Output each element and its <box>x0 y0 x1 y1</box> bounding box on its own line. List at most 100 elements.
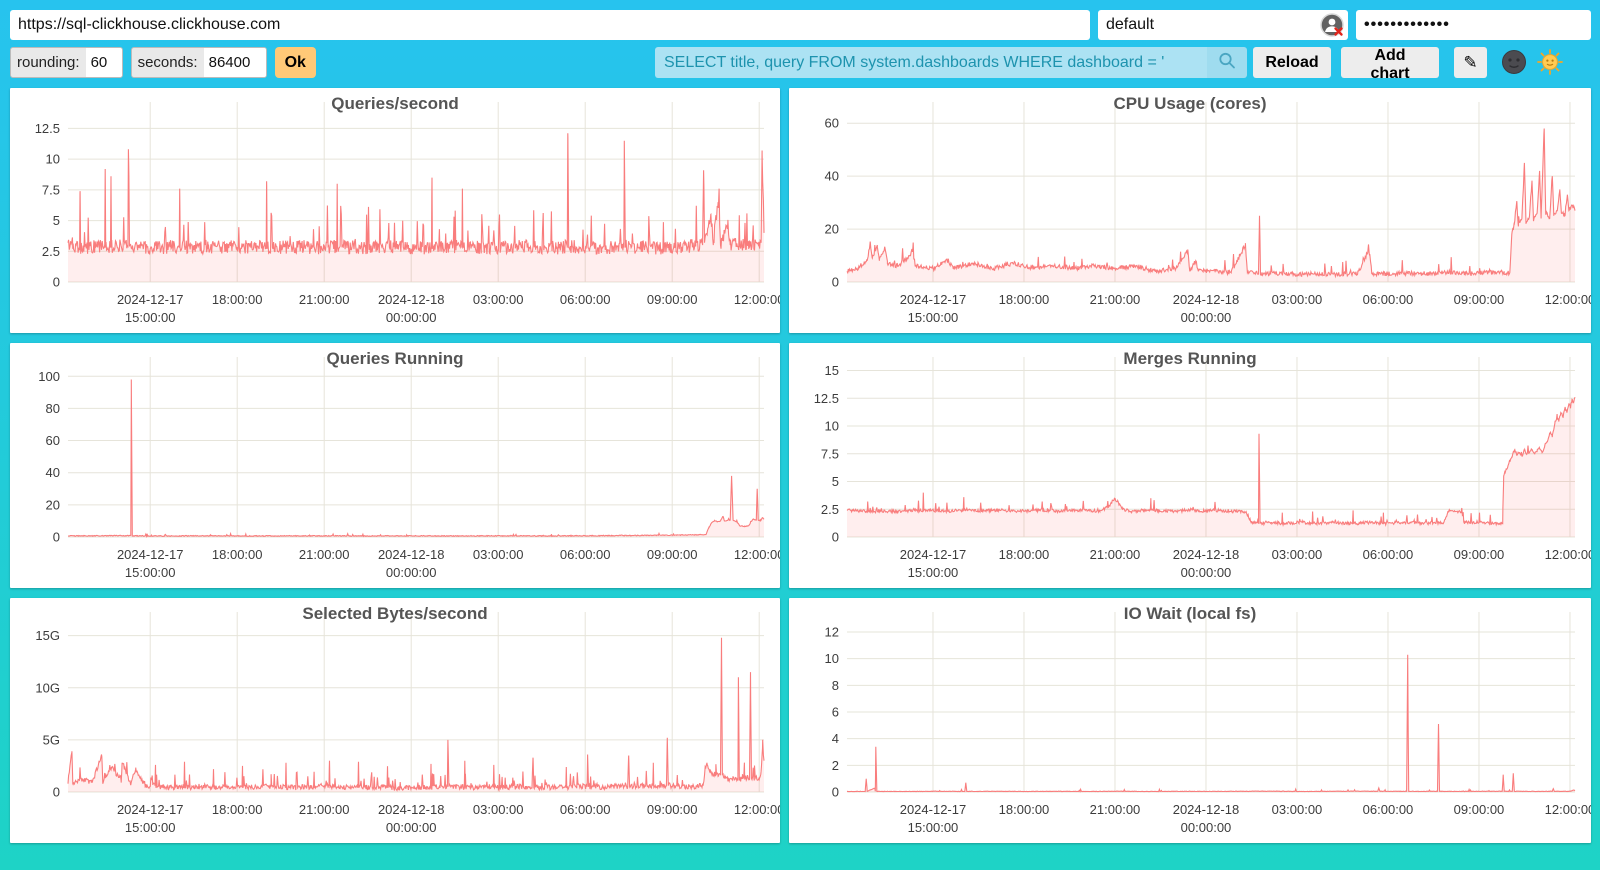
svg-text:09:00:00: 09:00:00 <box>647 292 698 307</box>
svg-text:00:00:00: 00:00:00 <box>1181 820 1232 835</box>
password-input[interactable] <box>1356 10 1591 40</box>
svg-text:18:00:00: 18:00:00 <box>999 802 1050 817</box>
svg-text:10G: 10G <box>35 680 60 695</box>
svg-text:15:00:00: 15:00:00 <box>908 310 959 325</box>
top-bar: rounding: seconds: Ok Reload Add ch <box>0 0 1600 82</box>
svg-text:12:00:00: 12:00:00 <box>1545 802 1591 817</box>
svg-text:2024-12-17: 2024-12-17 <box>117 292 184 307</box>
edit-charts-button[interactable]: ✎ <box>1454 47 1487 78</box>
user-field-wrap <box>1098 10 1348 40</box>
svg-text:60: 60 <box>825 116 839 131</box>
svg-text:5: 5 <box>53 213 60 228</box>
svg-text:00:00:00: 00:00:00 <box>1181 565 1232 580</box>
chart-card-merges-running: Merges Running 0 2.5 5 7.5 10 12.5 15 2024-12-1… <box>789 343 1595 588</box>
svg-text:12:00:00: 12:00:00 <box>1545 292 1591 307</box>
params-group: rounding: seconds: Ok <box>10 47 316 78</box>
svg-text:21:00:00: 21:00:00 <box>1090 802 1141 817</box>
svg-text:2.5: 2.5 <box>821 502 839 517</box>
svg-text:0: 0 <box>832 275 839 290</box>
svg-text:03:00:00: 03:00:00 <box>473 802 524 817</box>
svg-text:0: 0 <box>53 530 60 545</box>
rounding-field: rounding: <box>10 47 123 78</box>
chart-plot[interactable]: 0 2.5 5 7.5 10 12.5 2024-12-17 15:00:00 18:00:00… <box>10 88 785 333</box>
svg-text:21:00:00: 21:00:00 <box>1090 547 1141 562</box>
svg-text:10: 10 <box>46 152 60 167</box>
dashboard-grid: Queries/second 0 2.5 5 7.5 10 12.5 2024-12-17 1… <box>0 78 1600 843</box>
reload-button[interactable]: Reload <box>1253 47 1331 78</box>
svg-text:4: 4 <box>832 731 839 746</box>
controls-row: rounding: seconds: Ok Reload Add ch <box>10 47 1590 82</box>
svg-text:15:00:00: 15:00:00 <box>908 820 959 835</box>
dashboard-query-input[interactable] <box>655 47 1207 78</box>
svg-text:12.5: 12.5 <box>814 391 839 406</box>
svg-text:2024-12-17: 2024-12-17 <box>900 547 967 562</box>
chart-card-queries-running: Queries Running 0 20 40 60 80 100 2024-12-17 15… <box>10 343 785 588</box>
svg-text:06:00:00: 06:00:00 <box>1363 547 1414 562</box>
ok-button[interactable]: Ok <box>274 47 316 78</box>
svg-text:15:00:00: 15:00:00 <box>125 565 176 580</box>
svg-text:40: 40 <box>46 465 60 480</box>
svg-text:2024-12-17: 2024-12-17 <box>117 802 184 817</box>
svg-text:12:00:00: 12:00:00 <box>734 547 780 562</box>
svg-text:7.5: 7.5 <box>821 446 839 461</box>
svg-text:12:00:00: 12:00:00 <box>1545 547 1591 562</box>
chart-plot[interactable]: 0 5G 10G 15G 2024-12-17 15:00:00 18:00:00 21:00… <box>10 598 785 843</box>
svg-text:0: 0 <box>53 275 60 290</box>
chart-card-queries-per-second: Queries/second 0 2.5 5 7.5 10 12.5 2024-12-17 1… <box>10 88 785 333</box>
svg-text:2024-12-18: 2024-12-18 <box>378 292 445 307</box>
svg-text:0: 0 <box>53 785 60 800</box>
svg-text:00:00:00: 00:00:00 <box>386 565 437 580</box>
svg-text:2024-12-18: 2024-12-18 <box>378 547 445 562</box>
svg-text:2.5: 2.5 <box>42 244 60 259</box>
add-chart-button[interactable]: Add chart <box>1341 47 1439 82</box>
svg-text:2024-12-17: 2024-12-17 <box>117 547 184 562</box>
light-theme-button[interactable] <box>1536 49 1563 76</box>
server-url-input[interactable] <box>10 10 1090 40</box>
svg-text:03:00:00: 03:00:00 <box>1272 292 1323 307</box>
svg-text:00:00:00: 00:00:00 <box>386 820 437 835</box>
sun-icon <box>1536 49 1563 78</box>
svg-text:20: 20 <box>825 222 839 237</box>
svg-text:10: 10 <box>825 419 839 434</box>
seconds-input[interactable] <box>203 48 266 77</box>
chart-row-3: Selected Bytes/second 0 5G 10G 15G 2024-12-1… <box>10 598 1600 843</box>
svg-text:2024-12-18: 2024-12-18 <box>1173 802 1240 817</box>
svg-text:06:00:00: 06:00:00 <box>560 292 611 307</box>
svg-text:18:00:00: 18:00:00 <box>212 292 263 307</box>
svg-text:15:00:00: 15:00:00 <box>125 310 176 325</box>
svg-text:5: 5 <box>832 474 839 489</box>
svg-text:03:00:00: 03:00:00 <box>473 292 524 307</box>
svg-text:15G: 15G <box>35 628 60 643</box>
chart-plot[interactable]: 0 2 4 6 8 10 12 2024-12-17 15:00:00 18:00:00 21:00… <box>789 598 1595 843</box>
svg-text:18:00:00: 18:00:00 <box>999 292 1050 307</box>
chart-card-io-wait: IO Wait (local fs) 0 2 4 6 8 10 12 2024-12-17 15… <box>789 598 1595 843</box>
seconds-label: seconds: <box>131 54 204 71</box>
dark-theme-button[interactable] <box>1500 49 1527 76</box>
svg-text:7.5: 7.5 <box>42 182 60 197</box>
dashboard-search-group <box>655 47 1247 78</box>
svg-text:15: 15 <box>825 363 839 378</box>
svg-text:09:00:00: 09:00:00 <box>647 547 698 562</box>
svg-text:21:00:00: 21:00:00 <box>299 802 350 817</box>
svg-text:18:00:00: 18:00:00 <box>999 547 1050 562</box>
svg-text:03:00:00: 03:00:00 <box>473 547 524 562</box>
svg-text:12.5: 12.5 <box>35 121 60 136</box>
user-input[interactable] <box>1098 10 1348 40</box>
rounding-input[interactable] <box>85 48 122 77</box>
magnifier-icon <box>1217 51 1237 74</box>
search-button[interactable] <box>1207 47 1247 78</box>
chart-plot[interactable]: 0 20 40 60 80 100 2024-12-17 15:00:00 18:00:00 21… <box>10 343 785 588</box>
svg-text:20: 20 <box>46 497 60 512</box>
svg-text:21:00:00: 21:00:00 <box>299 547 350 562</box>
chart-plot[interactable]: 0 2.5 5 7.5 10 12.5 15 2024-12-17 15:00:00 18:00:… <box>789 343 1595 588</box>
svg-text:03:00:00: 03:00:00 <box>1272 802 1323 817</box>
svg-text:12:00:00: 12:00:00 <box>734 802 780 817</box>
svg-text:12: 12 <box>825 625 839 640</box>
chart-plot[interactable]: 0 20 40 60 2024-12-17 15:00:00 18:00:00 21:00:0… <box>789 88 1595 333</box>
svg-text:18:00:00: 18:00:00 <box>212 547 263 562</box>
svg-text:2024-12-17: 2024-12-17 <box>900 802 967 817</box>
svg-text:2024-12-18: 2024-12-18 <box>378 802 445 817</box>
svg-text:100: 100 <box>38 369 60 384</box>
svg-text:80: 80 <box>46 401 60 416</box>
pencil-icon: ✎ <box>1463 52 1478 72</box>
